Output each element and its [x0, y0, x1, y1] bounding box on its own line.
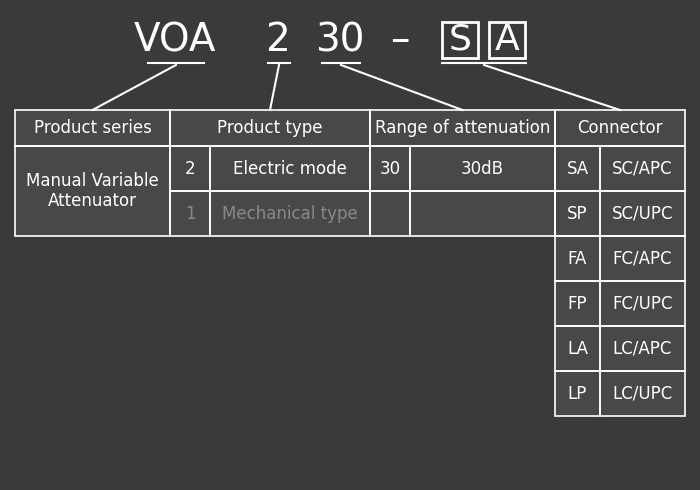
Text: SA: SA — [566, 160, 589, 177]
Text: LC/UPC: LC/UPC — [612, 385, 673, 402]
Text: 1: 1 — [185, 204, 195, 222]
Text: Range of attenuation: Range of attenuation — [374, 119, 550, 137]
Bar — [600, 146, 685, 191]
Bar — [555, 191, 600, 236]
Text: LP: LP — [568, 385, 587, 402]
Text: Mechanical type: Mechanical type — [222, 204, 358, 222]
Text: FA: FA — [568, 249, 587, 268]
Bar — [600, 326, 685, 371]
Bar — [600, 191, 685, 236]
Text: LC/APC: LC/APC — [612, 340, 672, 358]
Bar — [555, 110, 685, 146]
Bar — [600, 146, 685, 191]
Text: 2: 2 — [185, 160, 195, 177]
Text: SC/APC: SC/APC — [612, 160, 673, 177]
Bar — [555, 110, 685, 146]
Text: A: A — [495, 23, 519, 57]
Bar — [370, 110, 555, 146]
Bar — [600, 236, 685, 281]
Bar — [170, 191, 210, 236]
Bar — [555, 236, 600, 281]
Bar — [600, 281, 685, 326]
Bar — [555, 191, 600, 236]
Bar — [600, 281, 685, 326]
Bar — [600, 191, 685, 236]
Bar — [210, 191, 370, 236]
Bar — [370, 191, 410, 236]
Bar — [555, 326, 600, 371]
Bar — [170, 110, 370, 146]
Text: Product series: Product series — [34, 119, 151, 137]
Bar — [555, 371, 600, 416]
Bar — [15, 146, 170, 236]
Text: FP: FP — [568, 294, 587, 313]
Text: –: – — [391, 21, 409, 59]
Bar — [410, 191, 555, 236]
Bar — [600, 371, 685, 416]
Bar — [170, 191, 210, 236]
Text: S: S — [449, 23, 471, 57]
Bar — [170, 110, 370, 146]
Text: SC/UPC: SC/UPC — [612, 204, 673, 222]
Bar — [489, 22, 525, 58]
Text: 2: 2 — [265, 21, 290, 59]
Text: SP: SP — [567, 204, 588, 222]
Text: FC/UPC: FC/UPC — [612, 294, 673, 313]
Text: Manual Variable
Attenuator: Manual Variable Attenuator — [26, 172, 159, 210]
Text: Electric mode: Electric mode — [233, 160, 347, 177]
Text: 30: 30 — [379, 160, 400, 177]
Bar — [600, 326, 685, 371]
Bar — [442, 22, 478, 58]
Bar — [210, 146, 370, 191]
Bar — [170, 146, 210, 191]
Bar — [555, 236, 600, 281]
Text: FC/APC: FC/APC — [612, 249, 672, 268]
Bar — [370, 110, 555, 146]
Bar — [15, 110, 170, 146]
Text: Product type: Product type — [217, 119, 323, 137]
Bar — [410, 146, 555, 191]
Bar — [370, 146, 410, 191]
Bar — [15, 110, 170, 146]
Bar — [170, 146, 210, 191]
Bar — [555, 281, 600, 326]
Text: 30dB: 30dB — [461, 160, 504, 177]
Bar — [555, 371, 600, 416]
Bar — [15, 146, 170, 236]
Bar — [370, 146, 410, 191]
Bar — [600, 371, 685, 416]
Bar — [555, 326, 600, 371]
Bar — [210, 191, 370, 236]
Bar — [210, 146, 370, 191]
Text: LA: LA — [567, 340, 588, 358]
Bar — [410, 146, 555, 191]
Bar — [410, 191, 555, 236]
Text: VOA: VOA — [134, 21, 216, 59]
Text: Connector: Connector — [578, 119, 663, 137]
Bar — [370, 191, 410, 236]
Text: 30: 30 — [315, 21, 365, 59]
Bar — [555, 146, 600, 191]
Bar — [600, 236, 685, 281]
Bar — [555, 146, 600, 191]
Bar — [555, 281, 600, 326]
